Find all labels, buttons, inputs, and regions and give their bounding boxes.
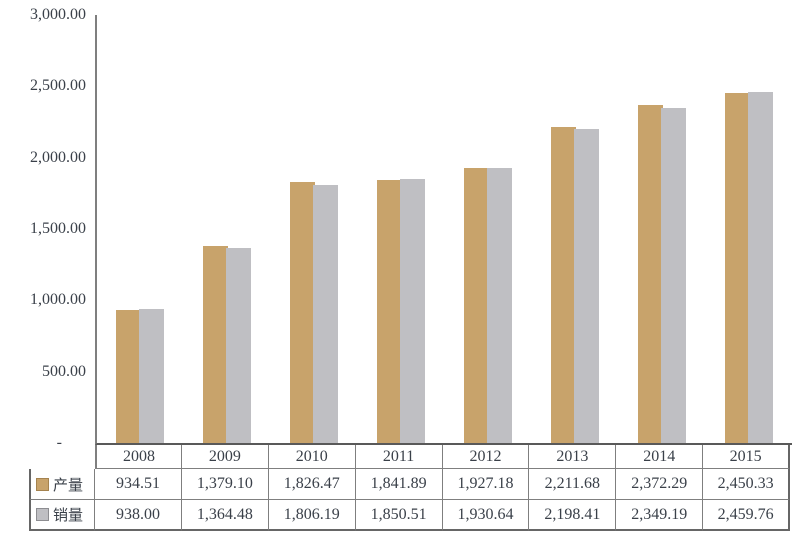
- year-header-cell: 2014: [616, 445, 704, 469]
- bar-产量-2010: [290, 182, 316, 443]
- data-table: 2008 2009 2010 2011 2012 2013 2014 2015 产量 934.51…: [29, 445, 790, 531]
- value-cell: 1,841.89: [355, 469, 443, 500]
- legend-swatch-产量: [36, 477, 49, 491]
- bar-销量-2011: [400, 179, 426, 443]
- value-cell: 1,364.48: [181, 500, 269, 531]
- value-cell: 1,927.18: [442, 469, 530, 500]
- bar-group-2011: [358, 15, 445, 443]
- value-cell: 2,349.19: [616, 500, 704, 531]
- plot-area: [95, 15, 792, 445]
- y-tick-label: 2,500.00: [30, 77, 86, 95]
- bar-销量-2013: [573, 129, 599, 443]
- value-cell: 2,450.33: [703, 469, 790, 500]
- bar-产量-2008: [116, 310, 142, 443]
- value-cell: 1,806.19: [268, 500, 356, 531]
- bar-group-2008: [97, 15, 184, 443]
- bar-产量-2014: [637, 105, 663, 443]
- table-corner-cell: [29, 445, 95, 469]
- value-cell: 934.51: [95, 469, 182, 500]
- legend-cell-产量: 产量: [29, 469, 95, 500]
- value-cell: 2,372.29: [616, 469, 704, 500]
- value-cell: 2,459.76: [703, 500, 790, 531]
- value-cell: 1,826.47: [268, 469, 356, 500]
- year-header-cell: 2010: [268, 445, 356, 469]
- year-header-cell: 2008: [95, 445, 182, 469]
- y-tick-label: 2,000.00: [30, 148, 86, 166]
- value-cell: 1,379.10: [181, 469, 269, 500]
- year-header-cell: 2013: [529, 445, 617, 469]
- bar-group-2015: [705, 15, 792, 443]
- y-axis: 3,000.00 2,500.00 2,000.00 1,500.00 1,000.00…: [0, 0, 95, 451]
- bar-group-2012: [445, 15, 532, 443]
- bar-销量-2009: [226, 248, 252, 443]
- bar-group-2014: [618, 15, 705, 443]
- legend-label: 销量: [53, 506, 84, 524]
- bar-销量-2008: [139, 309, 165, 443]
- year-header-cell: 2012: [442, 445, 530, 469]
- bar-产量-2009: [203, 246, 229, 443]
- bar-产量-2012: [463, 168, 489, 443]
- bar-产量-2015: [724, 93, 750, 443]
- bar-group-2009: [184, 15, 271, 443]
- bar-产量-2013: [550, 127, 576, 443]
- bar-销量-2014: [660, 108, 686, 443]
- value-cell: 938.00: [95, 500, 182, 531]
- bar-销量-2012: [486, 168, 512, 443]
- legend-cell-销量: 销量: [29, 500, 95, 531]
- bar-销量-2010: [313, 185, 339, 443]
- value-cell: 2,211.68: [529, 469, 617, 500]
- legend-swatch-销量: [36, 508, 49, 521]
- y-tick-label: 1,000.00: [30, 291, 86, 309]
- legend-label: 产量: [53, 475, 84, 494]
- year-header-cell: 2011: [355, 445, 443, 469]
- bar-group-2010: [271, 15, 358, 443]
- y-tick-label: 500.00: [42, 362, 86, 380]
- y-tick-label: -: [56, 434, 62, 451]
- y-tick-label: 3,000.00: [30, 6, 86, 23]
- year-header-cell: 2009: [181, 445, 269, 469]
- bar-产量-2011: [377, 180, 403, 443]
- bar-销量-2015: [747, 92, 773, 443]
- bar-group-2013: [531, 15, 618, 443]
- value-cell: 1,930.64: [442, 500, 530, 531]
- y-tick-label: 1,500.00: [30, 220, 86, 237]
- value-cell: 1,850.51: [355, 500, 443, 531]
- value-cell: 2,198.41: [529, 500, 617, 531]
- year-header-cell: 2015: [703, 445, 790, 469]
